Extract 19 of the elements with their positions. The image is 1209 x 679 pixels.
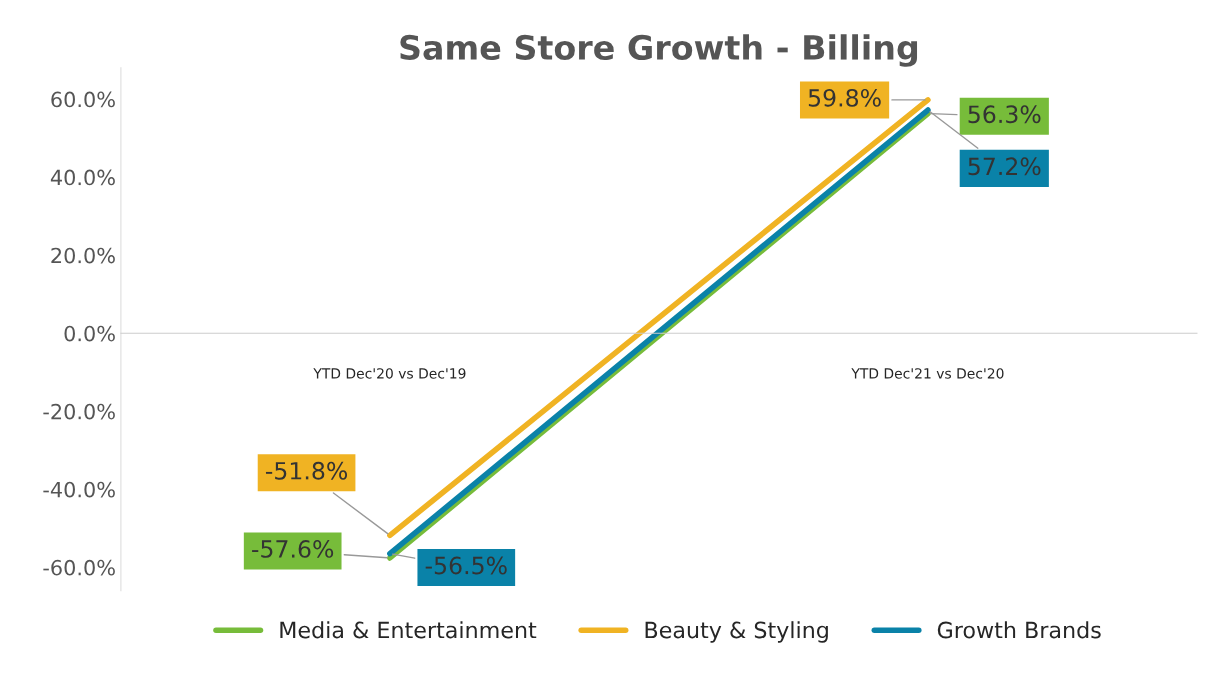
data-label: 59.8% (808, 88, 881, 107)
x-tick-label: YTD Dec'20 vs Dec'19 (313, 368, 466, 379)
y-tick-label: 40.0% (50, 169, 115, 186)
data-label: 57.2% (968, 157, 1041, 176)
y-tick-label: 20.0% (51, 247, 115, 264)
y-tick-label: -40.0% (43, 481, 115, 498)
legend-label: Beauty & Styling (645, 621, 828, 643)
data-label: 56.3% (968, 105, 1041, 124)
y-tick-label: -20.0% (43, 403, 115, 420)
y-tick-label: 60.0% (51, 91, 115, 108)
legend-label: Growth Brands (937, 621, 1101, 639)
x-tick-label: YTD Dec'21 vs Dec'20 (851, 368, 1004, 379)
data-label: -57.6% (252, 540, 334, 558)
legend-label: Media & Entertainment (280, 621, 537, 639)
chart-title: Same Store Growth - Billing (400, 34, 918, 67)
y-tick-label: 0.0% (64, 325, 115, 342)
y-tick-label: -60.0% (43, 559, 115, 576)
data-label: -56.5% (425, 556, 507, 575)
data-label: -51.8% (265, 461, 348, 480)
